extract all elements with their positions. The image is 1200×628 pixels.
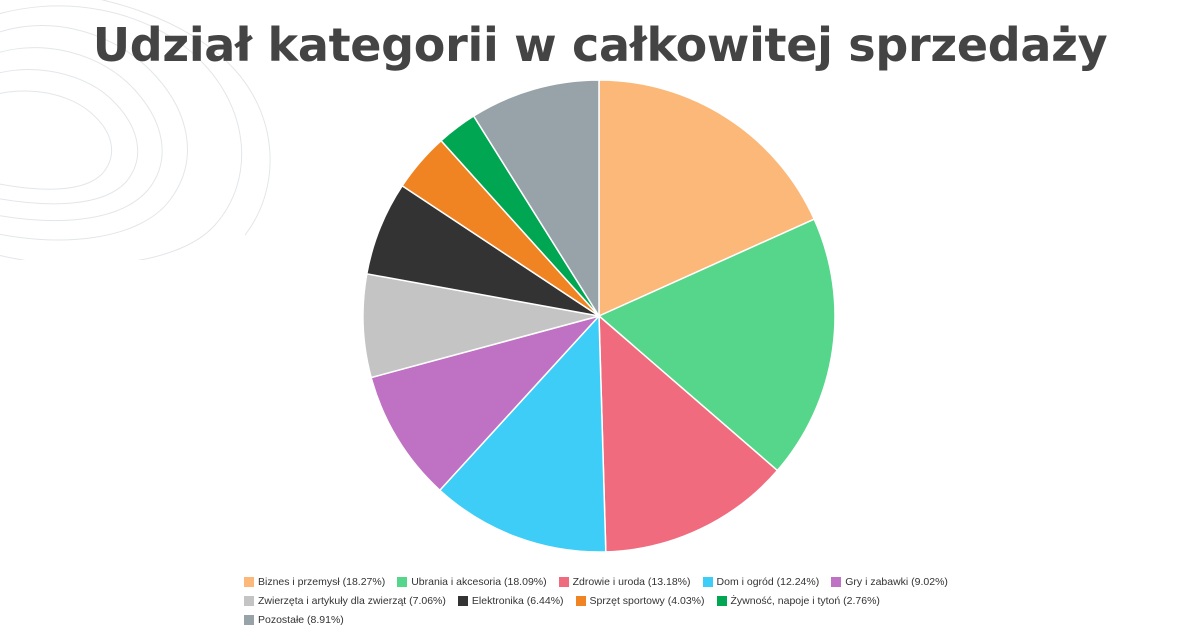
legend-item: Dom i ogród (12.24%): [702, 575, 820, 588]
legend-swatch: [244, 595, 254, 606]
legend-label: Dom i ogród (12.24%): [716, 575, 820, 588]
legend-swatch: [244, 576, 254, 587]
legend-swatch: [716, 595, 727, 606]
background-contour-decoration: [0, 0, 271, 260]
legend-item: Gry i zabawki (9.02%): [831, 575, 948, 588]
legend-item: Elektronika (6.44%): [457, 594, 564, 607]
legend-swatch: [702, 576, 713, 587]
legend-label: Zwierzęta i artykuły dla zwierząt (7.06%…: [258, 594, 446, 607]
legend-swatch: [575, 595, 586, 606]
pie-slice-2: [597, 218, 836, 472]
pie-slice-3: [598, 314, 779, 553]
legend-item: Zdrowie i uroda (13.18%): [558, 575, 691, 588]
legend-label: Gry i zabawki (9.02%): [845, 575, 948, 588]
legend-item: Biznes i przemysł (18.27%): [244, 575, 385, 588]
legend-item: Zwierzęta i artykuły dla zwierząt (7.06%…: [244, 594, 446, 607]
chart-title: Udział kategorii w całkowitej sprzedaży: [92, 18, 1108, 72]
legend-item: Pozostałe (8.91%): [244, 613, 344, 626]
pie-slice-6: [362, 272, 600, 379]
legend-label: Elektronika (6.44%): [471, 594, 564, 607]
legend-item: Żywność, napoje i tytoń (2.76%): [716, 594, 880, 607]
legend-item: Sprzęt sportowy (4.03%): [575, 594, 705, 607]
pie-slice-1: [598, 79, 816, 318]
legend-swatch: [457, 595, 468, 606]
pie-slice-5: [370, 314, 602, 492]
legend-label: Sprzęt sportowy (4.03%): [589, 594, 705, 607]
legend-label: Żywność, napoje i tytoń (2.76%): [730, 594, 880, 607]
chart-legend: Biznes i przemysł (18.27%) Ubrania i akce…: [244, 575, 1004, 626]
legend-swatch: [397, 576, 408, 587]
legend-swatch: [558, 576, 569, 587]
pie-slice-4: [438, 314, 607, 553]
legend-label: Biznes i przemysł (18.27%): [258, 575, 386, 588]
legend-item: Ubrania i akcesoria (18.09%): [397, 575, 547, 588]
legend-label: Ubrania i akcesoria (18.09%): [411, 575, 547, 588]
pie-slice-10: [472, 79, 600, 319]
legend-swatch: [831, 576, 842, 587]
legend-label: Pozostałe (8.91%): [258, 613, 344, 626]
legend-swatch: [244, 614, 254, 625]
legend-label: Zdrowie i uroda (13.18%): [572, 575, 691, 588]
